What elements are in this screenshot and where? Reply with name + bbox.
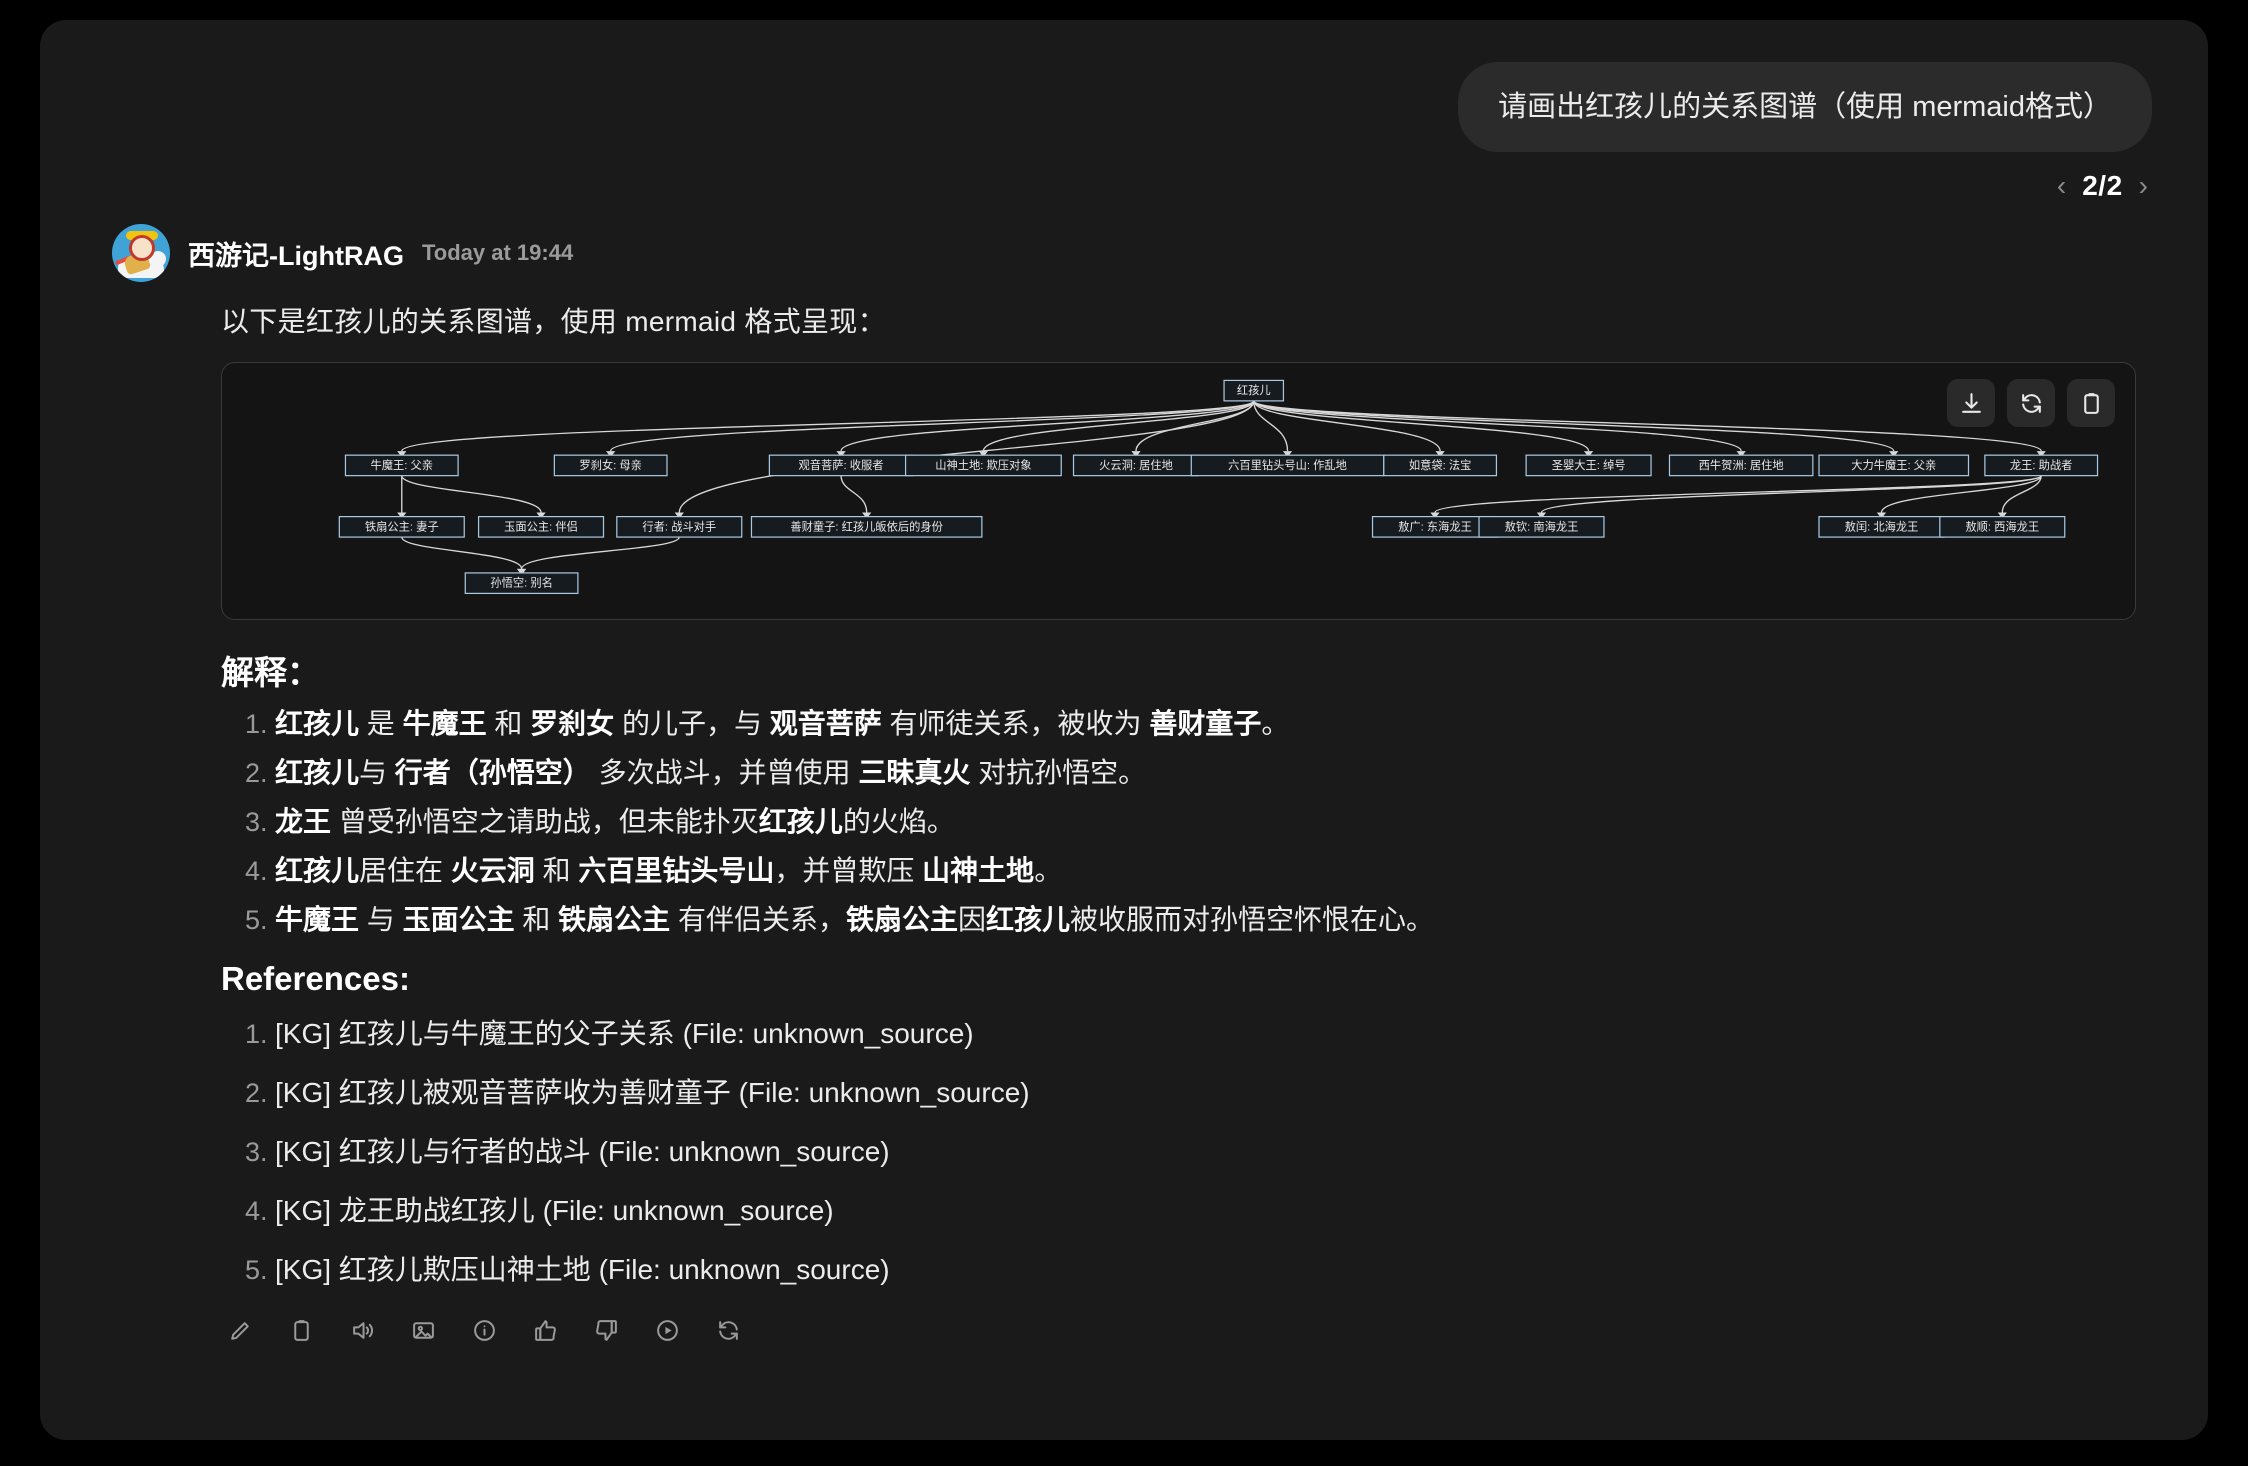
diagram-node[interactable]: 罗刹女: 母亲	[553, 454, 668, 477]
diagram-node-label: 敖闰: 北海龙王	[1845, 519, 1919, 533]
explanation-list: 红孩儿 是 牛魔王 和 罗刹女 的儿子，与 观音菩萨 有师徒关系，被收为 善财童…	[221, 710, 2136, 934]
reference-item-text: [KG] 红孩儿与牛魔王的父子关系 (File: unknown_source)	[275, 1018, 974, 1050]
diagram-node-label: 善财童子: 红孩儿皈依后的身份	[790, 519, 943, 533]
play-icon[interactable]	[644, 1307, 690, 1353]
intro-text: 以下是红孩儿的关系图谱，使用 mermaid 格式呈现：	[221, 306, 886, 338]
diagram-node[interactable]: 龙王: 助战者	[1984, 454, 2099, 477]
diagram-node[interactable]: 火云洞: 居住地	[1072, 454, 1200, 477]
diagram-node[interactable]: 善财童子: 红孩儿皈依后的身份	[750, 516, 983, 538]
diagram-node-label: 大力牛魔王: 父亲	[1851, 458, 1936, 472]
reference-item-text: [KG] 龙王助战红孩儿 (File: unknown_source)	[275, 1195, 834, 1227]
avatar-face	[129, 235, 155, 262]
diagram-node-label: 铁扇公主: 妻子	[365, 519, 439, 533]
diagram-node[interactable]: 西牛贺洲: 居住地	[1668, 454, 1814, 477]
diagram-node-label: 行者: 战斗对手	[642, 519, 716, 533]
edit-icon[interactable]	[217, 1307, 263, 1353]
diagram-node[interactable]: 如意袋: 法宝	[1383, 454, 1498, 477]
pagination-count: 2/2	[2082, 170, 2123, 202]
diagram-node[interactable]: 牛魔王: 父亲	[344, 454, 459, 477]
diagram-node-label: 罗刹女: 母亲	[579, 458, 642, 472]
diagram-node-label: 敖广: 东海龙王	[1398, 519, 1472, 533]
message-pagination: ‹ 2/2 ›	[40, 152, 2208, 202]
explanation-item-text: 龙王 曾受孙悟空之请助战，但未能扑灭红孩儿的火焰。	[275, 806, 955, 838]
references-list: [KG] 红孩儿与牛魔王的父子关系 (File: unknown_source)…	[221, 1012, 2136, 1288]
reference-item: [KG] 龙王助战红孩儿 (File: unknown_source)	[275, 1189, 2136, 1229]
explanation-item-text: 红孩儿居住在 火云洞 和 六百里钻头号山，并曾欺压 山神土地。	[275, 855, 1063, 887]
copy-icon[interactable]	[278, 1307, 324, 1353]
assistant-name: 西游记-LightRAG	[188, 240, 404, 271]
explanation-item-text: 牛魔王 与 玉面公主 和 铁扇公主 有伴侣关系，铁扇公主因红孩儿被收服而对孙悟空…	[275, 904, 1435, 936]
explanation-item: 红孩儿 是 牛魔王 和 罗刹女 的儿子，与 观音菩萨 有师徒关系，被收为 善财童…	[275, 710, 2136, 738]
mermaid-diagram-card: 红孩儿牛魔王: 父亲 罗刹女: 母亲 观音菩萨: 收服者 山神土地: 欺压对象 火云洞:…	[221, 362, 2136, 621]
diagram-node-label: 西牛贺洲: 居住地	[1699, 458, 1784, 472]
explanation-item-text: 红孩儿与 行者（孙悟空） 多次战斗，并曾使用 三昧真火 对抗孙悟空。	[275, 757, 1147, 789]
reference-item-text: [KG] 红孩儿欺压山神土地 (File: unknown_source)	[275, 1254, 890, 1286]
explanation-item: 红孩儿与 行者（孙悟空） 多次战斗，并曾使用 三昧真火 对抗孙悟空。	[275, 759, 2136, 787]
explanation-title: 解释：	[221, 654, 320, 692]
reference-item: [KG] 红孩儿欺压山神土地 (File: unknown_source)	[275, 1248, 2136, 1288]
message-timestamp: Today at 19:44	[421, 240, 574, 266]
diagram-node-label: 如意袋: 法宝	[1409, 458, 1472, 472]
thumbs-up-icon[interactable]	[522, 1307, 568, 1353]
diagram-node-label: 山神土地: 欺压对象	[935, 458, 1031, 472]
diagram-node[interactable]: 敖顺: 西海龙王	[1939, 516, 2066, 538]
diagram-node[interactable]: 玉面公主: 伴侣	[477, 516, 605, 538]
diagram-toolbar	[1947, 379, 2115, 428]
diagram-node[interactable]: 圣婴大王: 绰号	[1525, 454, 1652, 477]
avatar	[112, 224, 170, 283]
copy-icon[interactable]	[2067, 379, 2115, 428]
diagram-node[interactable]: 六百里钻头号山: 作乱地	[1190, 454, 1385, 477]
user-message-row: 请画出红孩儿的关系图谱（使用 mermaid格式）	[40, 20, 2208, 153]
regenerate-icon[interactable]	[705, 1307, 751, 1353]
diagram-node[interactable]: 敖闰: 北海龙王	[1818, 516, 1945, 538]
diagram-node[interactable]: 敖广: 东海龙王	[1371, 516, 1499, 538]
diagram-node[interactable]: 孙悟空: 别名	[464, 572, 579, 595]
references-title: References:	[221, 960, 410, 998]
explanation-item-text: 红孩儿 是 牛魔王 和 罗刹女 的儿子，与 观音菩萨 有师徒关系，被收为 善财童…	[275, 708, 1290, 740]
diagram-node[interactable]: 敖钦: 南海龙王	[1478, 516, 1605, 538]
image-icon[interactable]	[400, 1307, 446, 1353]
reference-item: [KG] 红孩儿与牛魔王的父子关系 (File: unknown_source)	[275, 1012, 2136, 1052]
diagram-node-label: 牛魔王: 父亲	[371, 458, 434, 472]
info-icon[interactable]	[461, 1307, 507, 1353]
diagram-node[interactable]: 山神土地: 欺压对象	[904, 454, 1062, 477]
diagram-node-label: 敖钦: 南海龙王	[1505, 519, 1579, 533]
diagram-node[interactable]: 铁扇公主: 妻子	[338, 516, 465, 538]
diagram-node-label: 火云洞: 居住地	[1099, 458, 1173, 472]
reference-item: [KG] 红孩儿与行者的战斗 (File: unknown_source)	[275, 1130, 2136, 1170]
prose-content: 解释： 红孩儿 是 牛魔王 和 罗刹女 的儿子，与 观音菩萨 有师徒关系，被收为…	[221, 646, 2136, 1288]
reference-item: [KG] 红孩儿被观音菩萨收为善财童子 (File: unknown_sourc…	[275, 1071, 2136, 1111]
message-actions	[217, 1307, 2208, 1353]
diagram-node[interactable]: 行者: 战斗对手	[616, 516, 743, 538]
diagram-node-label: 六百里钻头号山: 作乱地	[1228, 458, 1347, 472]
explanation-item: 红孩儿居住在 火云洞 和 六百里钻头号山，并曾欺压 山神土地。	[275, 857, 2136, 885]
speaker-icon[interactable]	[339, 1307, 385, 1353]
diagram-node-label: 玉面公主: 伴侣	[504, 519, 578, 533]
assistant-header: 西游记-LightRAG Today at 19:44	[112, 224, 2208, 283]
diagram-node-label: 观音菩萨: 收服者	[799, 458, 884, 472]
diagram-node[interactable]: 观音菩萨: 收服者	[768, 454, 914, 477]
diagram-node-label: 龙王: 助战者	[2010, 458, 2073, 472]
user-message-bubble: 请画出红孩儿的关系图谱（使用 mermaid格式）	[1458, 62, 2152, 153]
diagram-node-label: 圣婴大王: 绰号	[1552, 458, 1626, 472]
diagram-node-label: 孙悟空: 别名	[490, 576, 553, 590]
diagram-node-label: 红孩儿	[1237, 384, 1271, 397]
reference-item-text: [KG] 红孩儿被观音菩萨收为善财童子 (File: unknown_sourc…	[275, 1077, 1030, 1109]
diagram-node[interactable]: 大力牛魔王: 父亲	[1818, 454, 1970, 477]
reference-item-text: [KG] 红孩儿与行者的战斗 (File: unknown_source)	[275, 1136, 890, 1168]
explanation-item: 龙王 曾受孙悟空之请助战，但未能扑灭红孩儿的火焰。	[275, 808, 2136, 836]
assistant-message: 西游记-LightRAG Today at 19:44 以下是红孩儿的关系图谱，…	[40, 202, 2208, 1353]
chat-panel: 请画出红孩儿的关系图谱（使用 mermaid格式） ‹ 2/2 › 西游记-Li…	[40, 20, 2208, 1440]
diagram-node-label: 敖顺: 西海龙王	[1965, 519, 2039, 533]
explanation-item: 牛魔王 与 玉面公主 和 铁扇公主 有伴侣关系，铁扇公主因红孩儿被收服而对孙悟空…	[275, 906, 2136, 934]
diagram-node[interactable]: 红孩儿	[1223, 379, 1285, 402]
refresh-icon[interactable]	[2007, 379, 2055, 428]
download-icon[interactable]	[1947, 379, 1995, 428]
pagination-next-icon[interactable]: ›	[2138, 170, 2148, 202]
pagination-prev-icon[interactable]: ‹	[2056, 170, 2067, 202]
thumbs-down-icon[interactable]	[583, 1307, 629, 1353]
diagram-edges	[397, 400, 2046, 576]
